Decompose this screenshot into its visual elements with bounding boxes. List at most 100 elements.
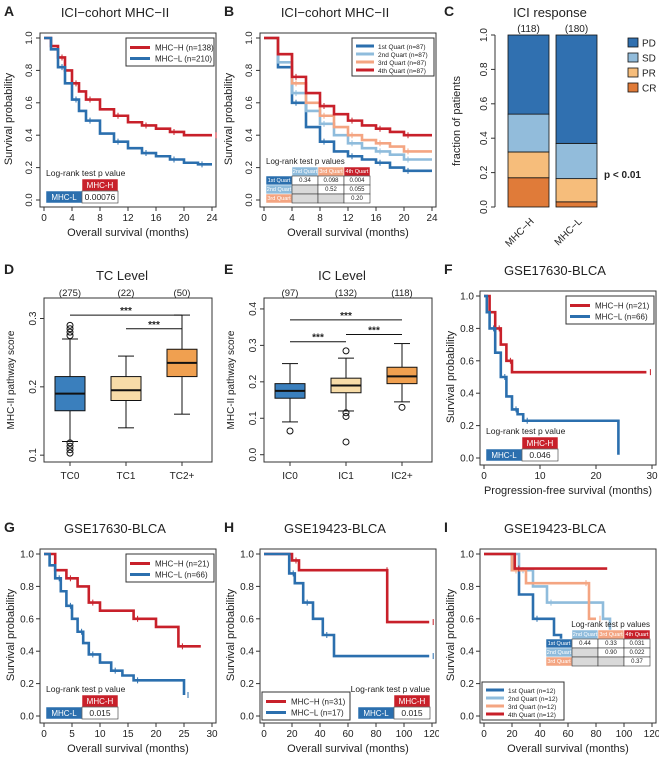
y-tick-label: 0.8 [20, 582, 34, 593]
y-tick-label: 0.0 [479, 200, 490, 214]
panel-label: H [224, 519, 234, 535]
y-axis-label: MHC-II pathway score [6, 330, 17, 429]
legend-label: MHC−L (n=66) [595, 313, 648, 322]
p-table-col-header: MHC-H [527, 439, 554, 448]
y-axis: 0.0 0.2 0.4 0.6 0.8 1.0 [20, 550, 40, 723]
y-tick-label: 0.2 [460, 421, 474, 432]
bar-segment-pd [555, 34, 598, 144]
y-axis-label: Survival probability [223, 72, 235, 165]
significance-label: *** [120, 306, 132, 317]
y-axis: 0.0 0.2 0.4 0.6 0.8 1.0 [240, 550, 260, 723]
x-tick-label: 16 [150, 213, 162, 224]
y-tick-label: 0.8 [479, 62, 490, 76]
p-table-col-header: MHC-H [87, 697, 114, 706]
chart-title: ICI response [513, 5, 587, 20]
x-axis-label: Overall survival (months) [507, 743, 629, 755]
p-table-row-header: 3rd Quart [267, 196, 291, 202]
panel-i: I GSE19423-BLCA 0.0 0.2 0.4 0.6 0.8 1.0 0 20 40 60 8… [440, 516, 659, 773]
x-axis-label: Overall survival (months) [287, 743, 409, 755]
outlier [342, 409, 350, 417]
group-count-label: (97) [282, 288, 299, 299]
x-tick-label: 0 [261, 729, 267, 740]
p-value-cell: 0.33 [605, 641, 617, 647]
p-value-cell: 0.015 [89, 708, 111, 718]
p-table-col-header: MHC-H [399, 697, 426, 706]
significance-label: *** [368, 325, 380, 336]
km-curve-1 [44, 552, 186, 695]
y-axis-label: MHC-II pathway score [226, 330, 237, 429]
x-tick-label: 100 [396, 729, 413, 740]
y-tick-label: 0.0 [248, 447, 259, 461]
panel-label: C [444, 3, 454, 19]
bar-count-label: (118) [517, 24, 540, 35]
y-tick-label: 0.0 [240, 712, 254, 723]
bar-segment-cr [555, 201, 598, 208]
boxplot-1 [330, 347, 362, 446]
boxplot-2 [166, 314, 198, 415]
y-axis-label: Survival probability [445, 330, 457, 423]
y-tick-label: 0.6 [460, 614, 474, 625]
boxplot-1 [110, 355, 142, 429]
chart-h: H GSE19423-BLCA 0.0 0.2 0.4 0.6 0.8 1.0 0 20 40 60 8… [224, 519, 439, 755]
x-tick-label: 80 [370, 729, 382, 740]
x-axis-label: Progression-free survival (months) [484, 485, 652, 497]
group-count-label: (275) [59, 288, 81, 299]
x-tick-label: 0 [261, 213, 267, 224]
group-count-label: (22) [118, 288, 135, 299]
x-axis-label: Overall survival (months) [287, 227, 409, 239]
bar-segment-sd [555, 142, 598, 180]
y-axis-label: Survival probability [5, 588, 17, 681]
x-tick-label: 0 [41, 213, 47, 224]
y-tick-label: 0.8 [240, 582, 254, 593]
x-tick-label: 16 [370, 213, 382, 224]
y-tick-label: 0.3 [28, 311, 39, 325]
km-curve-1 [44, 36, 212, 166]
chart-b: B ICI−cohort MHC−II 0.0 0.2 0.4 0.6 0.8 1.0 0 4 8 1… [223, 3, 438, 239]
bar-segment-pd [507, 34, 550, 115]
x-tick-label: 15 [122, 729, 134, 740]
chart-title: IC Level [318, 268, 366, 283]
y-tick-label: 0.1 [248, 411, 259, 425]
y-tick-label: 0.0 [460, 454, 474, 465]
x-tick-label: 12 [342, 213, 354, 224]
chart-title: GSE17630-BLCA [64, 521, 166, 536]
x-tick-label: 4 [69, 213, 75, 224]
y-tick-label: 0.4 [460, 647, 474, 658]
y-tick-label: 0.6 [244, 96, 255, 109]
bar-segment-pr [555, 178, 598, 203]
outlier [66, 446, 74, 454]
y-tick-label: 1.0 [244, 31, 255, 44]
legend-label: 2nd Quart (n=12) [508, 696, 558, 703]
legend-label: MHC−H (n=31) [291, 698, 346, 707]
x-tick-label: TC0 [61, 471, 80, 482]
panel-label: G [4, 519, 15, 535]
legend-label: SD [642, 54, 656, 65]
chart-title: GSE19423-BLCA [284, 521, 386, 536]
p-table-col-header: MHC-H [87, 181, 114, 190]
panel-d: D TC Level 0.1 0.2 0.3 MHC-II pathway score (2… [0, 258, 219, 515]
x-tick-label: 8 [317, 213, 323, 224]
y-tick-label: 1.0 [460, 292, 474, 303]
y-tick-label: 0.4 [240, 647, 254, 658]
p-value-cell: 0.52 [325, 187, 337, 193]
y-tick-label: 1.0 [460, 550, 474, 561]
x-tick-label: 60 [562, 729, 574, 740]
x-tick-label: 30 [206, 729, 218, 740]
x-axis-label: Overall survival (months) [67, 743, 189, 755]
x-tick-label: 60 [342, 729, 354, 740]
p-table-title: Log-rank test p value [46, 168, 126, 178]
x-tick-label: 20 [398, 213, 410, 224]
outlier [342, 438, 350, 446]
x-tick-label: MHC−L [553, 216, 585, 248]
x-tick-label: 5 [69, 729, 75, 740]
legend: MHC−H (n=21) MHC−L (n=66) [565, 295, 655, 325]
boxplot-0 [274, 363, 306, 435]
panel-label: F [444, 261, 453, 277]
y-tick-label: 0.3 [248, 338, 259, 352]
legend-label: PR [642, 69, 656, 80]
y-tick-label: 0.8 [244, 64, 255, 77]
panel-label: A [4, 3, 14, 19]
y-tick-label: 0.6 [24, 96, 35, 109]
p-value-table: Log-rank test p value MHC-H MHC-L 0.015 [45, 684, 126, 720]
